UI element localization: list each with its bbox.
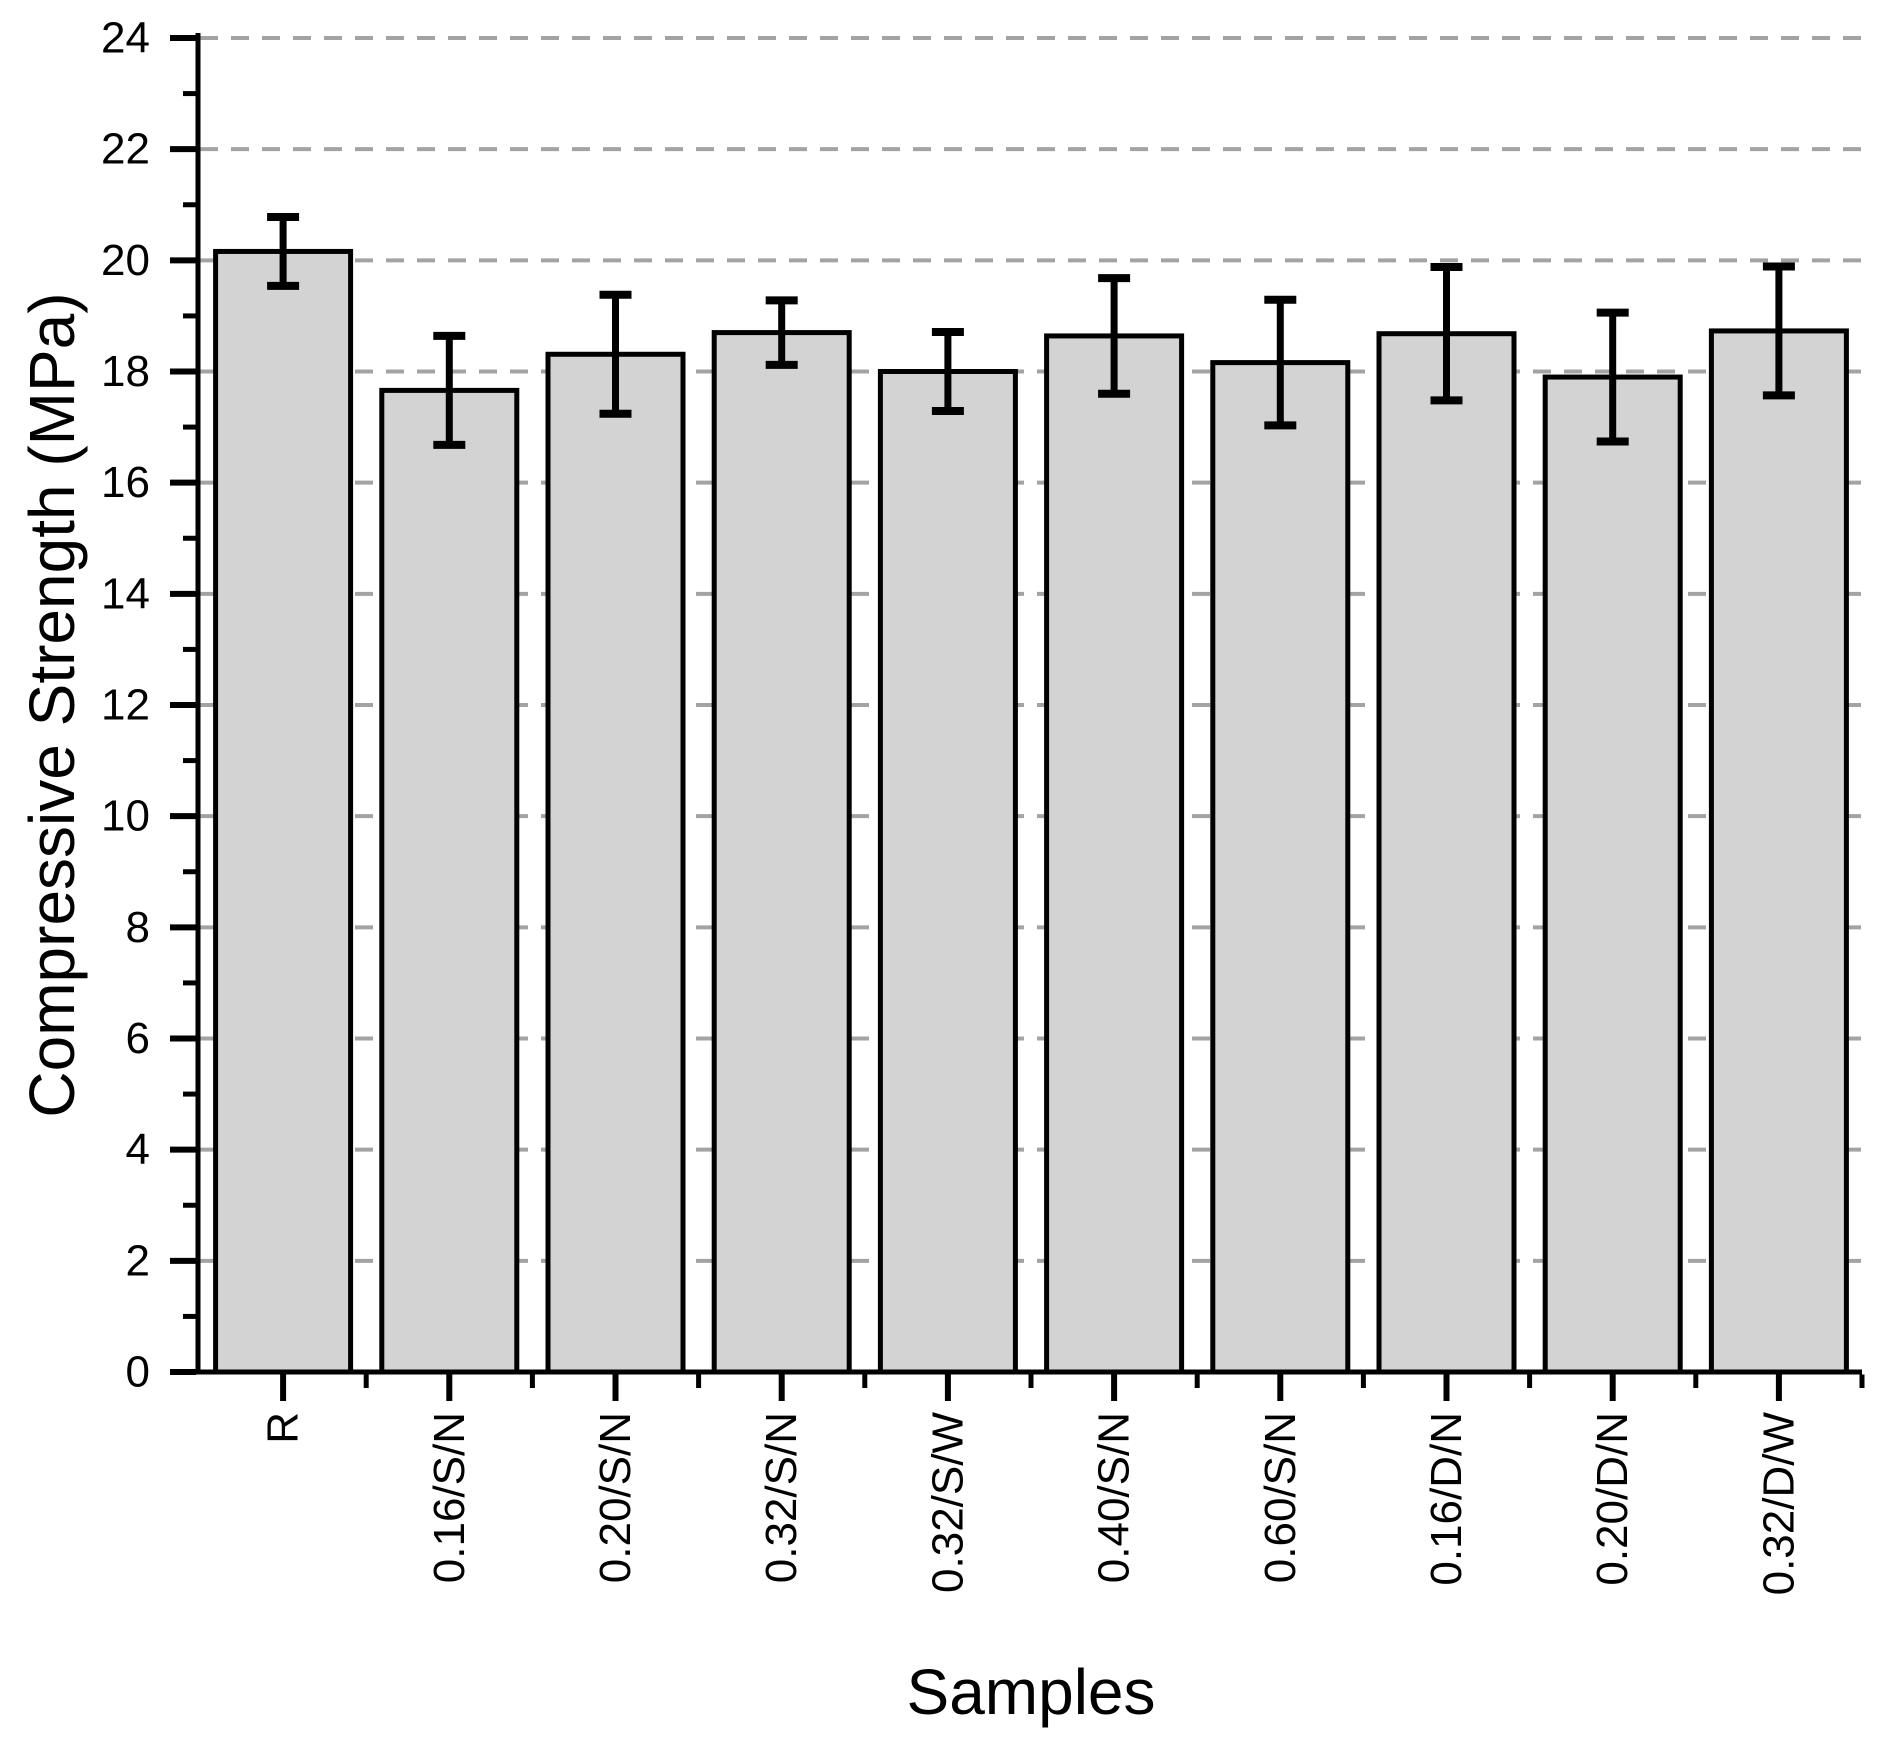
error-bar-0.20/D/N <box>1596 308 1629 446</box>
bar-0.20/D/N <box>1542 374 1683 1375</box>
y-tick-label: 12 <box>101 681 150 730</box>
bar-0.60/S/N <box>1210 360 1351 1375</box>
x-tick-label: 0.40/S/N <box>1090 1412 1139 1583</box>
error-bar-0.16/D/N <box>1430 263 1463 405</box>
bar-0.16/D/N <box>1376 331 1517 1375</box>
ticks-layer <box>170 35 1865 1401</box>
error-bar-R <box>267 212 300 290</box>
error-bar-0.32/S/N <box>765 296 798 369</box>
y-tick-label: 22 <box>101 125 150 174</box>
axes-layer <box>195 33 1862 1375</box>
x-tick-label: 0.20/S/N <box>591 1412 640 1583</box>
x-tick-label: 0.16/S/N <box>425 1412 474 1583</box>
bar-0.32/S/N <box>711 330 852 1375</box>
y-tick-label: 4 <box>126 1125 150 1174</box>
y-tick-label: 24 <box>101 14 150 63</box>
bar-0.32/S/W <box>877 369 1018 1375</box>
y-tick-label: 2 <box>126 1236 150 1285</box>
error-bar-0.20/S/N <box>599 290 632 418</box>
y-axis-title: Compressive Strength (MPa) <box>16 292 88 1117</box>
bars-layer <box>213 248 1849 1375</box>
bar-0.32/D/W <box>1708 328 1849 1375</box>
error-bars-layer <box>267 212 1795 449</box>
y-tick-label: 16 <box>101 458 150 507</box>
bar-R <box>213 248 354 1375</box>
bar-0.20/S/N <box>545 351 686 1375</box>
x-tick-label: 0.32/S/W <box>923 1412 972 1593</box>
x-tick-label: 0.20/D/N <box>1588 1412 1637 1586</box>
error-bar-0.32/D/W <box>1762 262 1795 400</box>
y-tick-label: 18 <box>101 347 150 396</box>
x-tick-label: 0.32/S/N <box>757 1412 806 1583</box>
error-bar-0.32/S/W <box>931 328 964 415</box>
y-tick-label: 20 <box>101 236 150 285</box>
error-bar-0.40/S/N <box>1098 274 1131 398</box>
y-tick-label: 6 <box>126 1014 150 1063</box>
error-bar-0.60/S/N <box>1264 295 1297 430</box>
y-tick-label: 10 <box>101 792 150 841</box>
x-axis-title: Samples <box>907 1656 1156 1728</box>
y-tick-label: 14 <box>101 569 150 618</box>
x-tick-label: 0.32/D/W <box>1754 1412 1803 1596</box>
x-tick-label: 0.16/D/N <box>1422 1412 1471 1586</box>
bar-0.40/S/N <box>1044 333 1185 1375</box>
bar-0.16/S/N <box>379 387 520 1375</box>
error-bar-0.16/S/N <box>433 331 466 449</box>
x-tick-label: R <box>259 1412 308 1444</box>
y-tick-label: 8 <box>126 903 150 952</box>
x-tick-label: 0.60/S/N <box>1256 1412 1305 1583</box>
y-tick-label: 0 <box>126 1348 150 1397</box>
